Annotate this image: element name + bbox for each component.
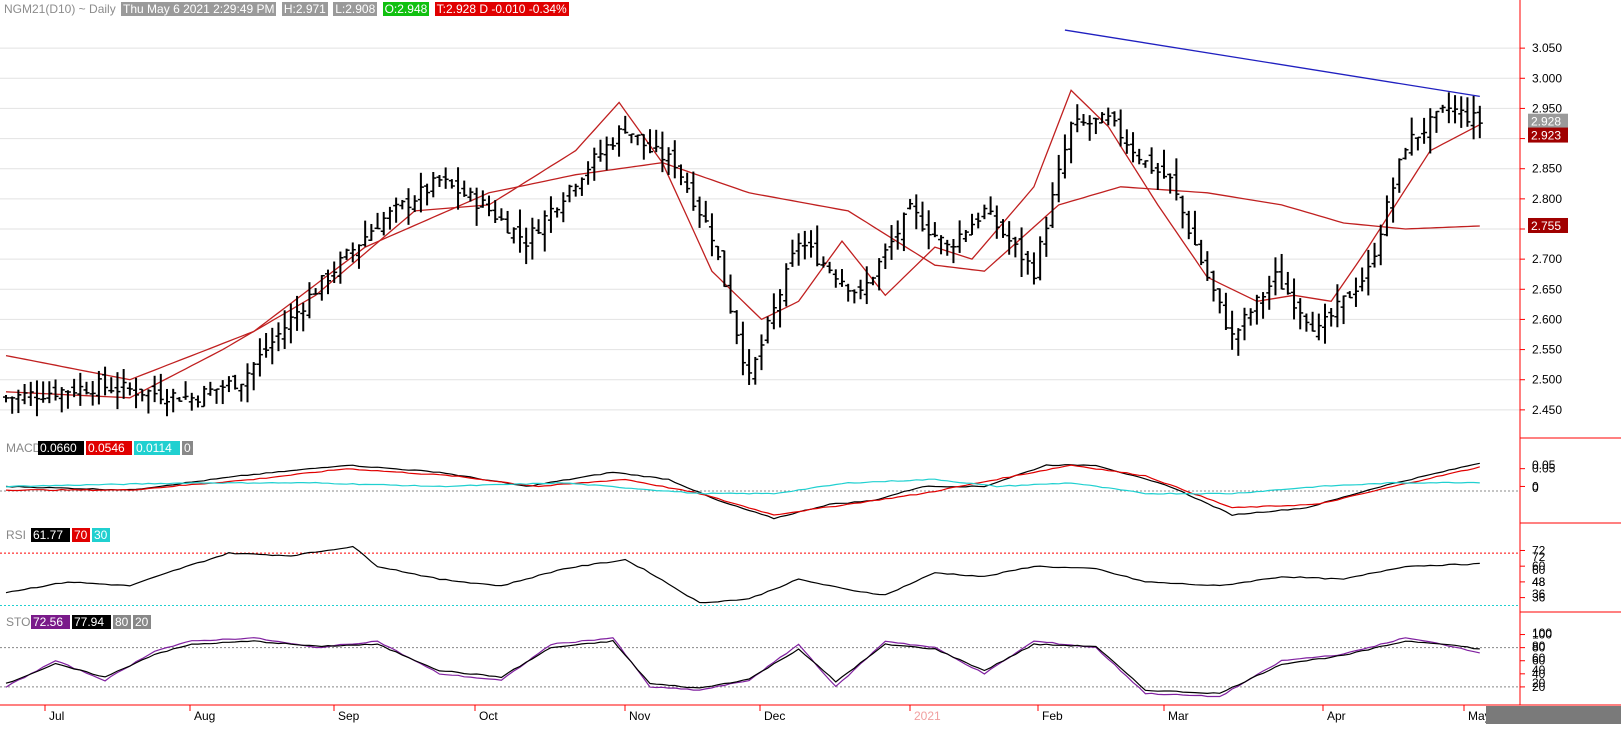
indicator-tick-label: 60 — [1532, 559, 1546, 573]
price-tick-label: 2.500 — [1532, 373, 1562, 387]
ma-short-label-box — [1528, 127, 1568, 143]
panel-value-box — [31, 615, 70, 629]
indicator-tick-label: 40 — [1532, 667, 1546, 681]
panel-value-label: 0.0546 — [88, 441, 125, 455]
panel-value-label: MACD — [6, 441, 42, 455]
panel-value-label: 77.94 — [74, 615, 104, 629]
time-tick-label: Jul — [49, 709, 64, 723]
trend-line[interactable] — [1064, 29, 1480, 98]
panel-value-box — [134, 441, 180, 455]
price-tick-label: 2.450 — [1532, 403, 1562, 417]
rsi-tick-label: 36 — [1532, 587, 1546, 601]
panel-value-box — [182, 441, 193, 455]
price-tick-label: 3.050 — [1532, 41, 1562, 55]
time-tick-label: Mar — [1168, 709, 1189, 723]
price-tick-label: 2.950 — [1532, 101, 1562, 115]
time-axis: Jul Aug Sep Oct Nov Dec 2021 Feb Mar Apr May — [0, 704, 1621, 724]
panel-value-label: 0.0660 — [40, 441, 77, 455]
panel-value-box — [133, 615, 151, 629]
macd-series-line — [5, 464, 1480, 516]
sto-series-line — [5, 639, 1480, 695]
price-tick-label: 2.800 — [1532, 192, 1562, 206]
datetime-box: Thu May 6 2021 2:29:49 PM — [121, 2, 277, 16]
time-tick-label: 2021 — [914, 709, 941, 723]
indicator-tick-label: 80 — [1532, 641, 1546, 655]
ohlc-bars — [3, 92, 1483, 417]
sto-tick-label: 40 — [1532, 663, 1546, 677]
price-tick-label: 2.700 — [1532, 252, 1562, 266]
rsi-tick-label: 60 — [1532, 563, 1546, 577]
panel-value-box — [113, 615, 131, 629]
time-tick-label: Nov — [629, 709, 650, 723]
sto-tick-label: 20 — [1532, 676, 1546, 690]
time-tick-label: May — [1468, 709, 1491, 723]
time-tick-label: Dec — [764, 709, 785, 723]
grid-lines — [0, 47, 1520, 411]
macd-series-line — [5, 478, 1480, 495]
price-tick-label: 2.650 — [1532, 282, 1562, 296]
sto-tick-label: 80 — [1532, 639, 1546, 653]
panel-value-box — [38, 441, 84, 455]
scroll-indicator — [1486, 706, 1621, 724]
panel-value-box — [72, 615, 111, 629]
time-tick-label: Feb — [1042, 709, 1063, 723]
panel-value-label: RSI — [6, 528, 26, 542]
rsi-tick-label: 72 — [1532, 550, 1546, 564]
panel-value-box — [31, 528, 70, 542]
last-box: T:2.928 D -0.010 -0.34% — [434, 2, 569, 16]
panel-value-box — [86, 441, 132, 455]
macd-tick-label: 0.05 — [1532, 458, 1556, 472]
panel-value-label: 80 — [115, 615, 129, 629]
indicator-tick-label: 36 — [1532, 591, 1546, 605]
time-tick-label: Aug — [194, 709, 215, 723]
last-price-label: 2.928 — [1531, 115, 1561, 129]
price-tick-label: 2.600 — [1532, 312, 1562, 326]
macd-tick-label: 0 — [1532, 481, 1539, 495]
chart-header: NGM21(D10) ~ Daily Thu May 6 2021 2:29:4… — [4, 2, 569, 16]
panel-value-label: 20 — [135, 615, 149, 629]
panel-value-label: 72.56 — [33, 615, 63, 629]
panel-value-label: 0 — [184, 441, 191, 455]
price-tick-label: 3.000 — [1532, 71, 1562, 85]
high-box: H:2.971 — [281, 2, 328, 16]
price-tick-label: 2.850 — [1532, 162, 1562, 176]
panel-value-label: STO — [6, 615, 30, 629]
sto-tick-label: 100 — [1532, 626, 1552, 640]
moving-averages — [5, 89, 1481, 399]
symbol-label: NGM21(D10) ~ Daily — [4, 2, 116, 16]
price-tick-label: 2.550 — [1532, 343, 1562, 357]
ma-short-label: 2.923 — [1531, 129, 1561, 143]
open-box: O:2.948 — [382, 2, 430, 16]
panel-value-box — [72, 528, 90, 542]
low-box: L:2.908 — [333, 2, 378, 16]
indicator-tick-label: 60 — [1532, 654, 1546, 668]
panel-value-label: 0.0114 — [136, 441, 172, 455]
time-tick-label: Apr — [1327, 709, 1346, 723]
ma-long-label-box — [1528, 217, 1568, 233]
last-price-label-box — [1528, 113, 1568, 129]
rsi-tick-label: 48 — [1532, 575, 1546, 589]
time-tick-label: Oct — [479, 709, 498, 723]
moving-average-line — [5, 162, 1480, 381]
time-tick-label: Sep — [338, 709, 360, 723]
macd-series-line — [5, 462, 1480, 520]
indicator-tick-label: 20 — [1532, 680, 1546, 694]
panel-value-label: 70 — [74, 528, 88, 542]
indicator-tick-label: 0.05 — [1532, 462, 1556, 476]
indicator-tick-label: 48 — [1532, 575, 1546, 589]
price-axis: 2.4502.5002.5502.6002.6502.7002.7502.800… — [1519, 0, 1621, 706]
indicator-tick-label: 0 — [1532, 479, 1539, 493]
indicator-tick-label: 72 — [1532, 543, 1546, 557]
sto-tick-label: 60 — [1532, 651, 1546, 665]
rsi-series-line — [5, 545, 1480, 604]
panel-value-label: 61.77 — [33, 528, 63, 542]
indicator-tick-label: 100 — [1532, 628, 1552, 642]
panel-value-label: 30 — [94, 528, 108, 542]
sto-series-line — [5, 637, 1480, 698]
ma-long-label: 2.755 — [1531, 219, 1561, 233]
panel-value-box — [92, 528, 110, 542]
